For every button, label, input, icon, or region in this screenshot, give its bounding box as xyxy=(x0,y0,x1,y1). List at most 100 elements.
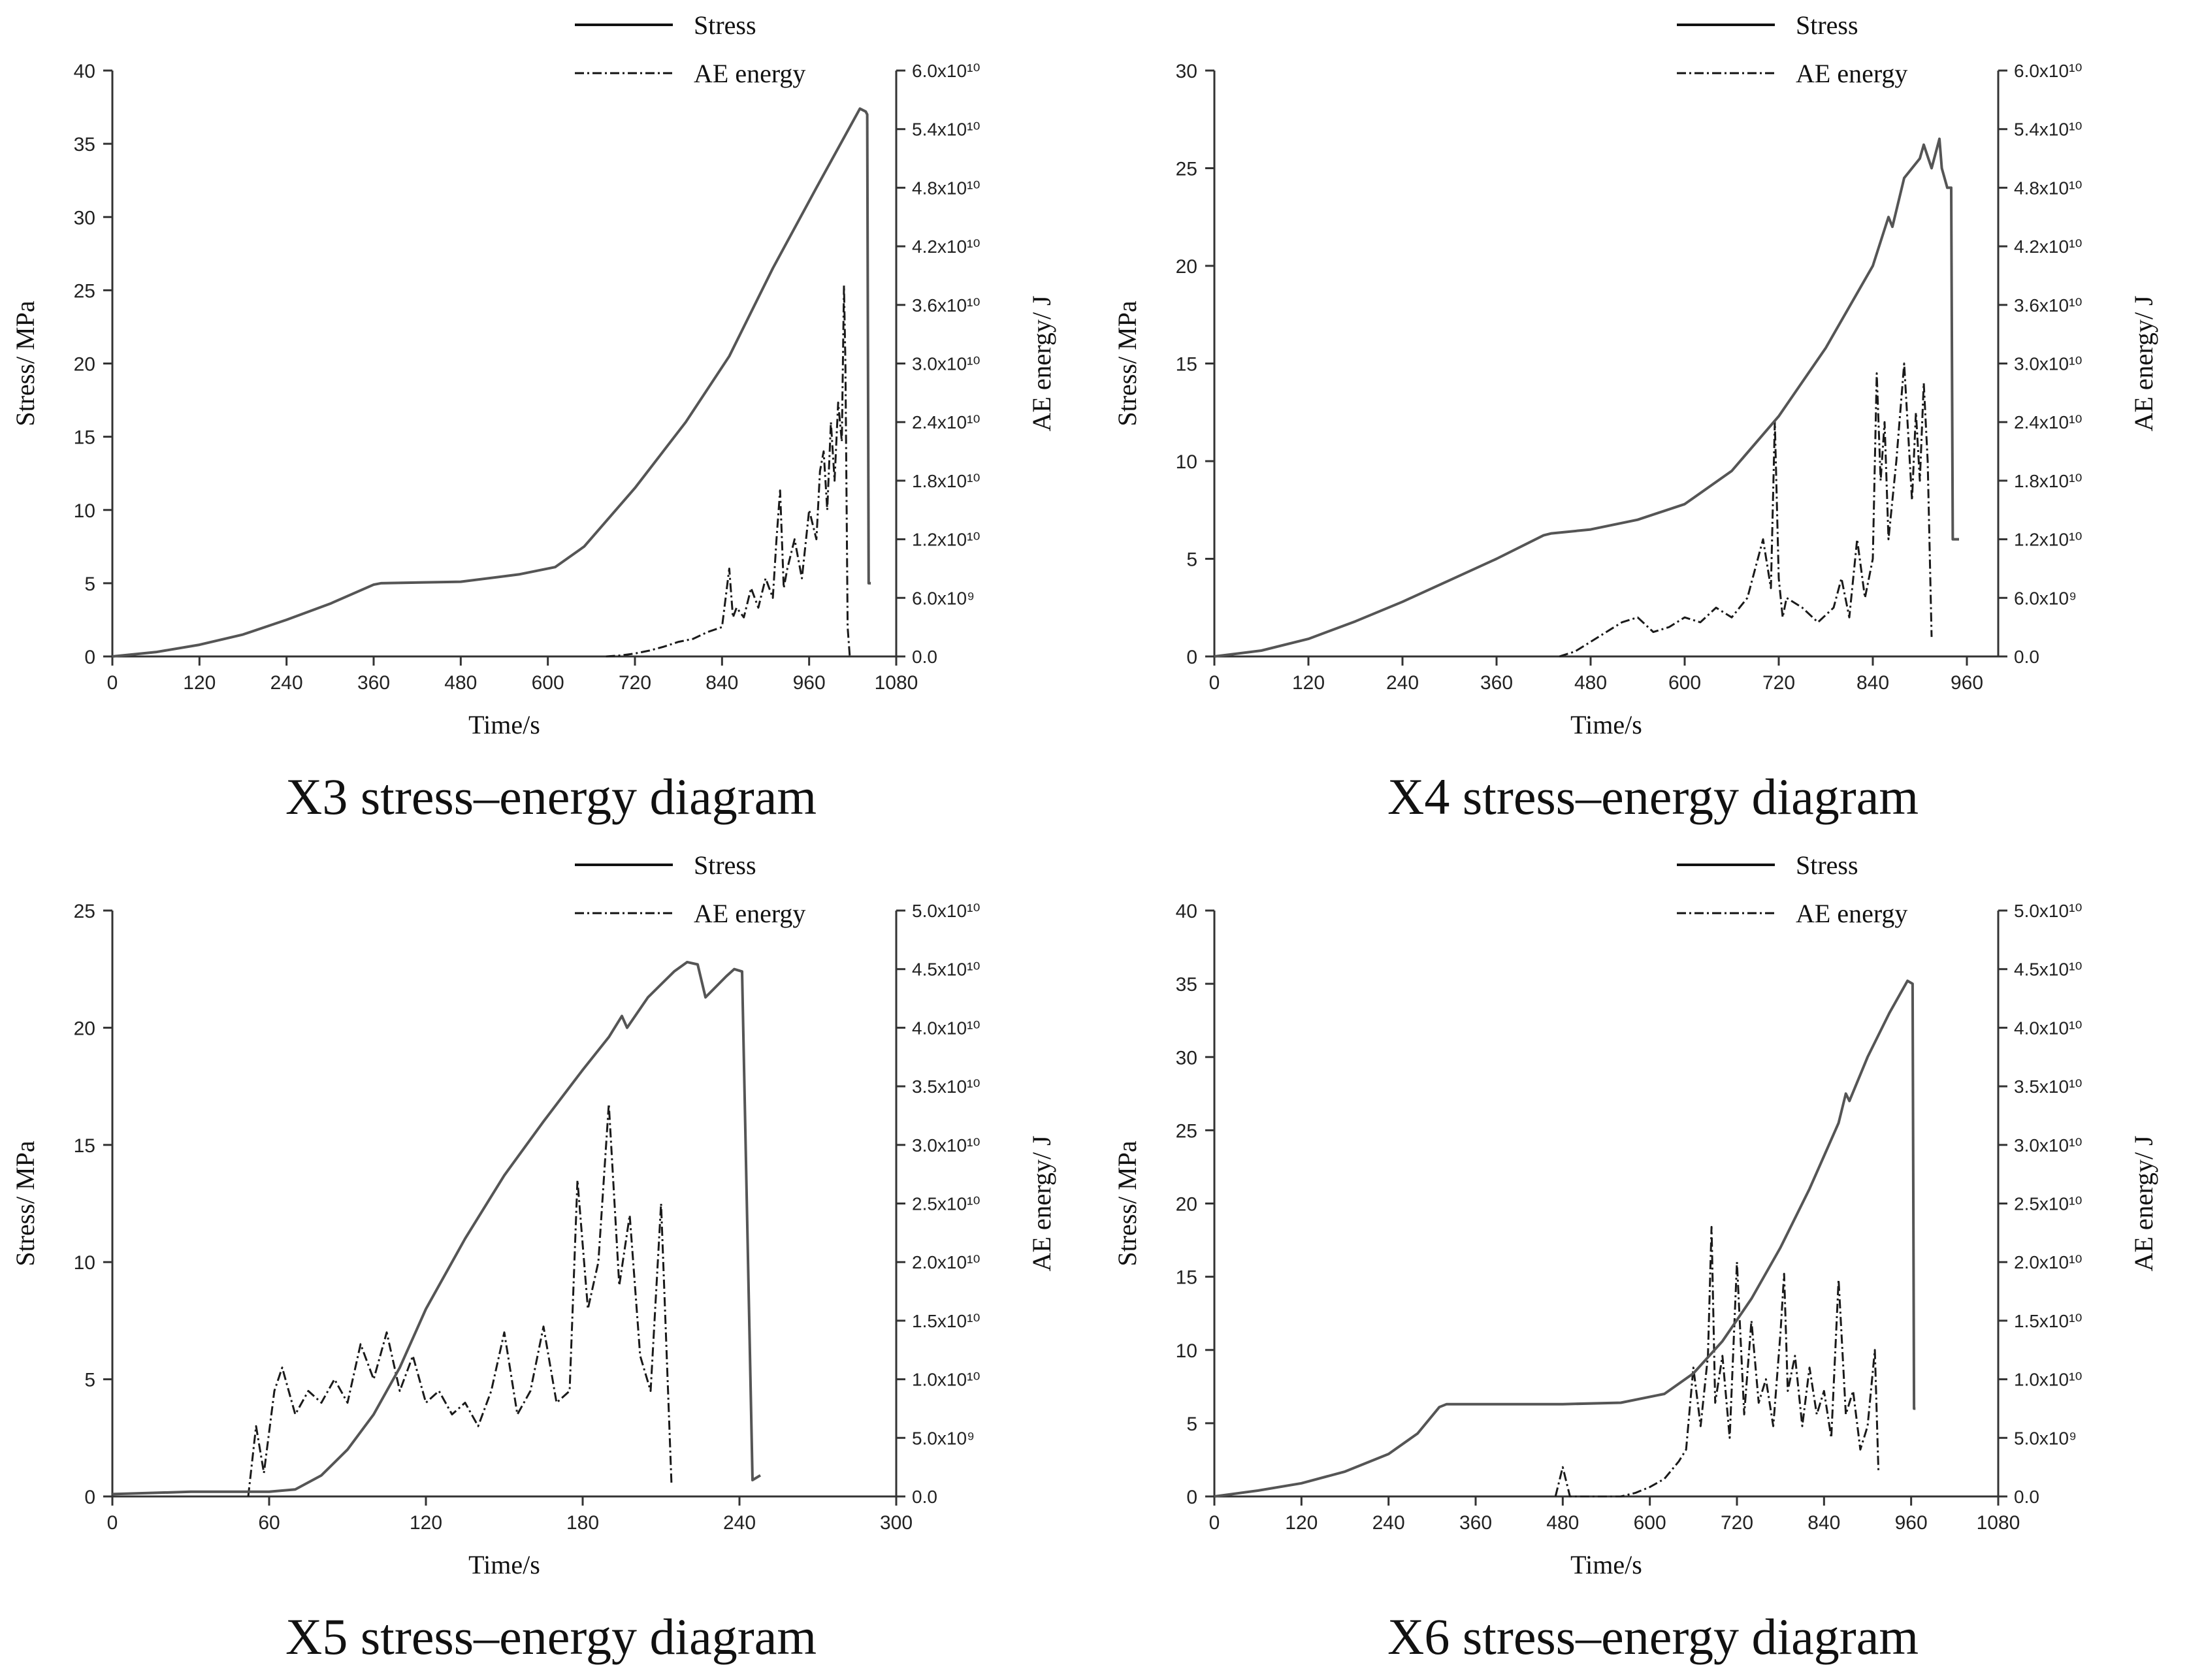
chart-svg-x3: 0 120 240 360 480 600 720 840 960 1080 0 5 10 15 20 25 3… xyxy=(10,10,1056,739)
y-tick-label: 0 xyxy=(1186,1487,1197,1508)
chart-caption-x5: X5 stress–energy diagram xyxy=(285,1608,817,1665)
y2-tick-label: 0.0 xyxy=(2014,647,2039,667)
x-tick-label: 60 xyxy=(258,1512,280,1534)
y2-tick-label: 1.5x10¹⁰ xyxy=(912,1311,980,1331)
y-axis-title: Stress/ MPa xyxy=(1112,1140,1142,1266)
y2-tick-label: 5.0x10⁹ xyxy=(2014,1428,2077,1448)
x-tick-label: 720 xyxy=(1762,672,1795,694)
y-tick-label: 20 xyxy=(74,1018,95,1039)
y2-tick-label: 5.0x10⁹ xyxy=(912,1428,975,1448)
x-tick-label: 1080 xyxy=(1977,1512,2020,1534)
x-tick-label: 360 xyxy=(357,672,390,694)
x-tick-label: 1080 xyxy=(875,672,918,694)
x-tick-label: 0 xyxy=(1209,672,1220,694)
y-tick-label: 30 xyxy=(1176,61,1197,82)
chart-panel-x4: 0 120 240 360 480 600 720 840 960 0 5 10 15 20 25 30 0.0… xyxy=(1102,0,2204,840)
chart-caption-x4: X4 stress–energy diagram xyxy=(1387,768,1919,825)
y-tick-label: 10 xyxy=(1176,451,1197,473)
y2-tick-label: 0.0 xyxy=(912,647,937,667)
y-tick-label: 20 xyxy=(74,354,95,376)
y-tick-label: 5 xyxy=(84,573,95,595)
chart-panel-x5: 0 60 120 180 240 300 0 5 10 15 20 25 0.0 5.0x10⁹ 1.0x1… xyxy=(0,840,1102,1680)
y2-tick-label: 3.0x10¹⁰ xyxy=(2014,354,2082,374)
y2-axis-title: AE energy/ J xyxy=(1027,1135,1056,1271)
y2-tick-label: 6.0x10¹⁰ xyxy=(2014,61,2082,81)
y-tick-label: 30 xyxy=(1176,1047,1197,1069)
series-ae-energy-x6 xyxy=(1554,1225,1880,1498)
y2-tick-label: 5.0x10¹⁰ xyxy=(2014,901,2082,921)
series-stress-x5 xyxy=(112,960,762,1496)
y2-tick-label: 6.0x10⁹ xyxy=(912,588,975,608)
x-tick-label: 960 xyxy=(1895,1512,1928,1534)
x-tick-label: 0 xyxy=(107,672,118,694)
x-tick-label: 480 xyxy=(1546,1512,1579,1534)
y-tick-label: 15 xyxy=(1176,1267,1197,1289)
x-tick-label: 480 xyxy=(444,672,477,694)
y2-tick-label: 2.4x10¹⁰ xyxy=(2014,412,2082,432)
x-tick-label: 300 xyxy=(880,1512,913,1534)
y-tick-label: 15 xyxy=(74,1135,95,1157)
x-tick-label: 480 xyxy=(1574,672,1607,694)
y2-tick-label: 3.0x10¹⁰ xyxy=(2014,1135,2082,1155)
y2-tick-label: 6.0x10¹⁰ xyxy=(912,61,980,81)
y2-tick-label: 0.0 xyxy=(2014,1487,2039,1507)
x-tick-label: 240 xyxy=(270,672,303,694)
y-axis-title: Stress/ MPa xyxy=(1112,300,1142,426)
legend-label-ae-energy: AE energy xyxy=(694,59,805,88)
y2-tick-label: 5.4x10¹⁰ xyxy=(2014,120,2082,140)
y2-tick-label: 4.8x10¹⁰ xyxy=(2014,178,2082,198)
x-tick-label: 240 xyxy=(1386,672,1419,694)
y-tick-label: 25 xyxy=(74,280,95,302)
x-tick-label: 0 xyxy=(107,1512,118,1534)
axes-frame-x4 xyxy=(1213,71,2000,658)
legend-label-stress: Stress xyxy=(694,10,756,40)
y2-tick-label: 2.5x10¹⁰ xyxy=(912,1194,980,1214)
y2-tick-label: 5.0x10¹⁰ xyxy=(912,901,980,921)
series-stress-x4 xyxy=(1214,137,1959,658)
y2-tick-label: 1.2x10¹⁰ xyxy=(912,530,980,550)
chart-panel-x3: 0 120 240 360 480 600 720 840 960 1080 0 5 10 15 20 25 3… xyxy=(0,0,1102,840)
x-tick-label: 600 xyxy=(1668,672,1701,694)
y-tick-label: 0 xyxy=(84,1487,95,1508)
y2-tick-label: 2.5x10¹⁰ xyxy=(2014,1194,2082,1214)
y2-tick-label: 5.4x10¹⁰ xyxy=(912,120,980,140)
y-tick-label: 10 xyxy=(74,500,95,522)
y2-tick-label: 1.0x10¹⁰ xyxy=(2014,1370,2082,1390)
y-tick-label: 40 xyxy=(1176,901,1197,922)
y-tick-label: 10 xyxy=(1176,1340,1197,1362)
y-tick-label: 30 xyxy=(74,207,95,229)
x-tick-label: 0 xyxy=(1209,1512,1220,1534)
y-tick-label: 40 xyxy=(74,61,95,82)
y-tick-label: 15 xyxy=(1176,354,1197,376)
x-axis-title: Time/s xyxy=(468,710,540,739)
y2-tick-label: 0.0 xyxy=(912,1487,937,1507)
y2-axis-title: AE energy/ J xyxy=(1027,295,1056,431)
series-stress-x6 xyxy=(1214,979,1916,1498)
y2-tick-label: 4.2x10¹⁰ xyxy=(912,236,980,257)
y2-tick-label: 2.0x10¹⁰ xyxy=(2014,1252,2082,1272)
y-tick-label: 25 xyxy=(1176,1120,1197,1142)
y-tick-label: 25 xyxy=(1176,159,1197,180)
y-tick-label: 0 xyxy=(1186,647,1197,668)
y2-tick-label: 3.6x10¹⁰ xyxy=(2014,295,2082,315)
chart-svg-x5: 0 60 120 180 240 300 0 5 10 15 20 25 0.0 5.0x10⁹ 1.0x1… xyxy=(10,850,1056,1579)
x-tick-label: 120 xyxy=(1285,1512,1318,1534)
y-tick-label: 25 xyxy=(74,901,95,922)
y-tick-label: 5 xyxy=(84,1370,95,1391)
y2-tick-label: 3.6x10¹⁰ xyxy=(912,295,980,315)
y-tick-label: 20 xyxy=(1176,256,1197,278)
y2-tick-label: 6.0x10⁹ xyxy=(2014,588,2077,608)
x-tick-label: 240 xyxy=(1372,1512,1405,1534)
y2-tick-label: 4.0x10¹⁰ xyxy=(912,1018,980,1038)
y-tick-label: 10 xyxy=(74,1252,95,1274)
legend-label-ae-energy: AE energy xyxy=(1796,899,1907,928)
series-ae-energy-x5 xyxy=(247,1103,673,1497)
y-tick-label: 35 xyxy=(1176,974,1197,995)
chart-caption-x6: X6 stress–energy diagram xyxy=(1387,1608,1919,1665)
x-tick-label: 120 xyxy=(183,672,216,694)
axes-frame-x3 xyxy=(111,71,898,658)
legend-label-ae-energy: AE energy xyxy=(1796,59,1907,88)
x-axis-title: Time/s xyxy=(1570,1550,1642,1579)
x-axis-title: Time/s xyxy=(1570,710,1642,739)
y-axis-title: Stress/ MPa xyxy=(10,1140,40,1266)
